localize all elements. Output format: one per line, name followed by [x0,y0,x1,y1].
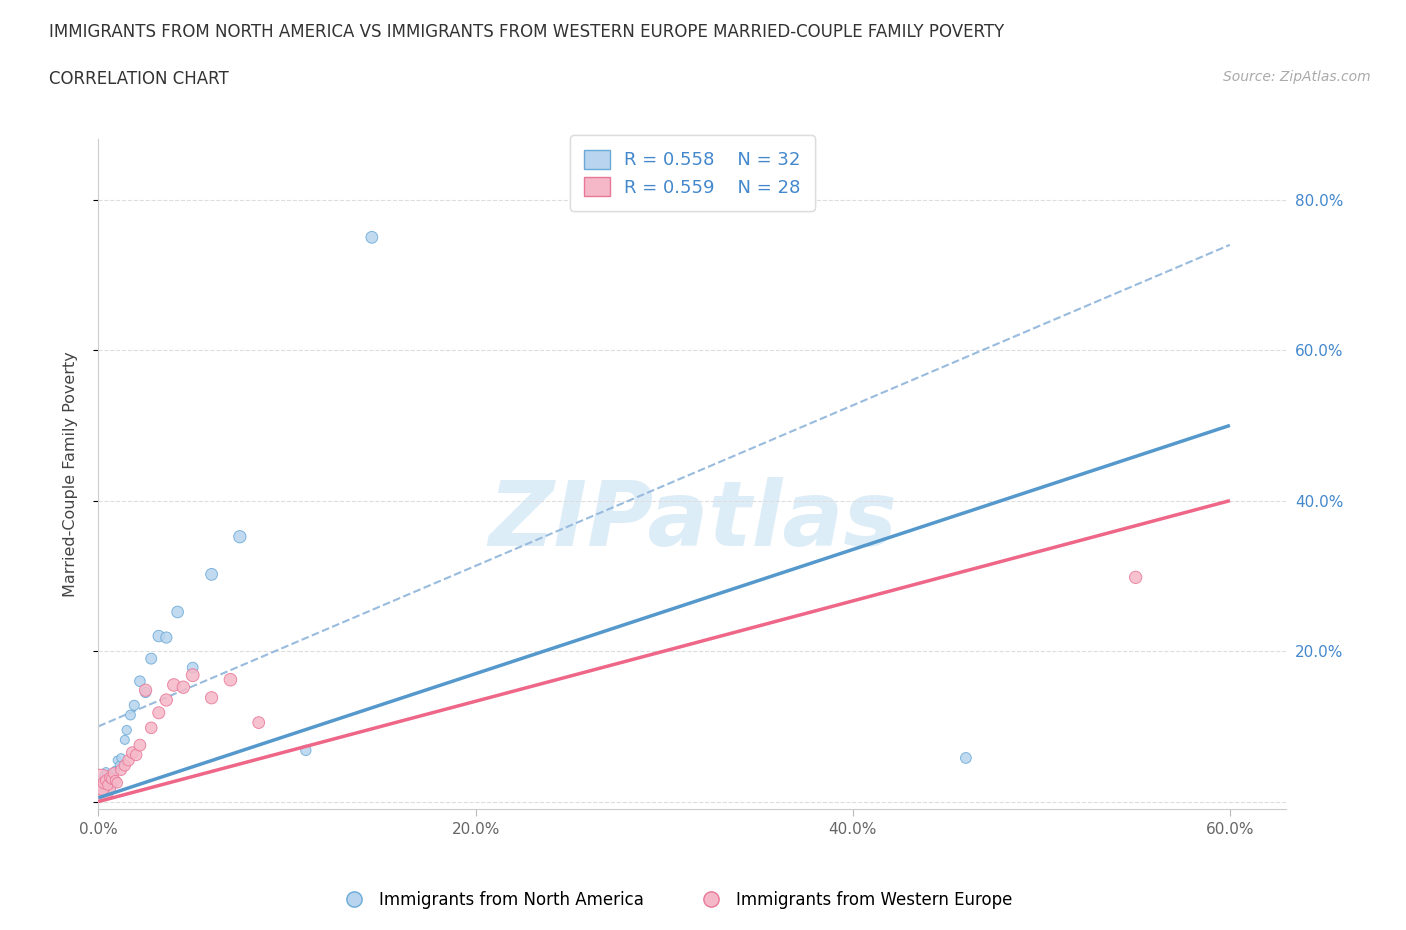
Point [955,751,977,765]
Point [181,660,204,675]
Point [121,745,143,760]
Point [120,708,142,723]
Legend: R = 0.558    N = 32, R = 0.559    N = 28: R = 0.558 N = 32, R = 0.559 N = 28 [569,135,815,211]
Point [129,673,152,688]
Point [181,668,204,683]
Point [219,672,242,687]
Point [93,768,115,783]
Point [247,715,270,730]
Point [94,780,117,795]
Point [155,693,177,708]
Point [125,748,148,763]
Point [103,777,125,792]
Point [1125,570,1147,585]
Text: IMMIGRANTS FROM NORTH AMERICA VS IMMIGRANTS FROM WESTERN EUROPE MARRIED-COUPLE F: IMMIGRANTS FROM NORTH AMERICA VS IMMIGRA… [49,23,1004,41]
Legend: Immigrants from North America, Immigrants from Western Europe: Immigrants from North America, Immigrant… [329,883,1021,917]
Point [115,723,138,737]
Point [91,776,114,790]
Point [108,758,131,773]
Point [166,604,188,619]
Point [229,529,252,544]
Point [114,758,136,773]
Point [360,230,382,245]
Point [135,685,157,700]
Point [89,779,111,794]
Point [200,567,222,582]
Point [117,752,139,767]
Point [295,743,318,758]
Point [93,777,115,792]
Point [155,631,177,645]
Point [129,737,152,752]
Point [104,763,127,777]
Point [141,721,163,736]
Point [141,651,163,666]
Point [105,776,128,790]
Text: CORRELATION CHART: CORRELATION CHART [49,70,229,87]
Text: Source: ZipAtlas.com: Source: ZipAtlas.com [1223,70,1371,84]
Point [97,777,120,792]
Point [93,776,115,790]
Point [122,698,145,712]
Point [110,751,132,765]
Point [89,777,111,792]
Y-axis label: Married-Couple Family Poverty: Married-Couple Family Poverty [63,352,77,597]
Point [100,772,122,787]
Point [105,752,128,767]
Point [97,773,120,788]
Point [135,683,157,698]
Point [91,772,114,787]
Point [200,690,222,705]
Point [98,770,121,785]
Point [110,763,132,777]
Point [100,765,122,780]
Point [104,773,127,788]
Point [148,629,170,644]
Point [163,678,186,693]
Point [98,770,121,785]
Point [91,780,114,795]
Text: ZIPatlas: ZIPatlas [488,477,897,565]
Point [103,765,125,780]
Point [148,705,170,720]
Point [172,680,194,695]
Point [114,733,136,748]
Point [97,776,120,790]
Point [94,773,117,788]
Point [94,764,117,779]
